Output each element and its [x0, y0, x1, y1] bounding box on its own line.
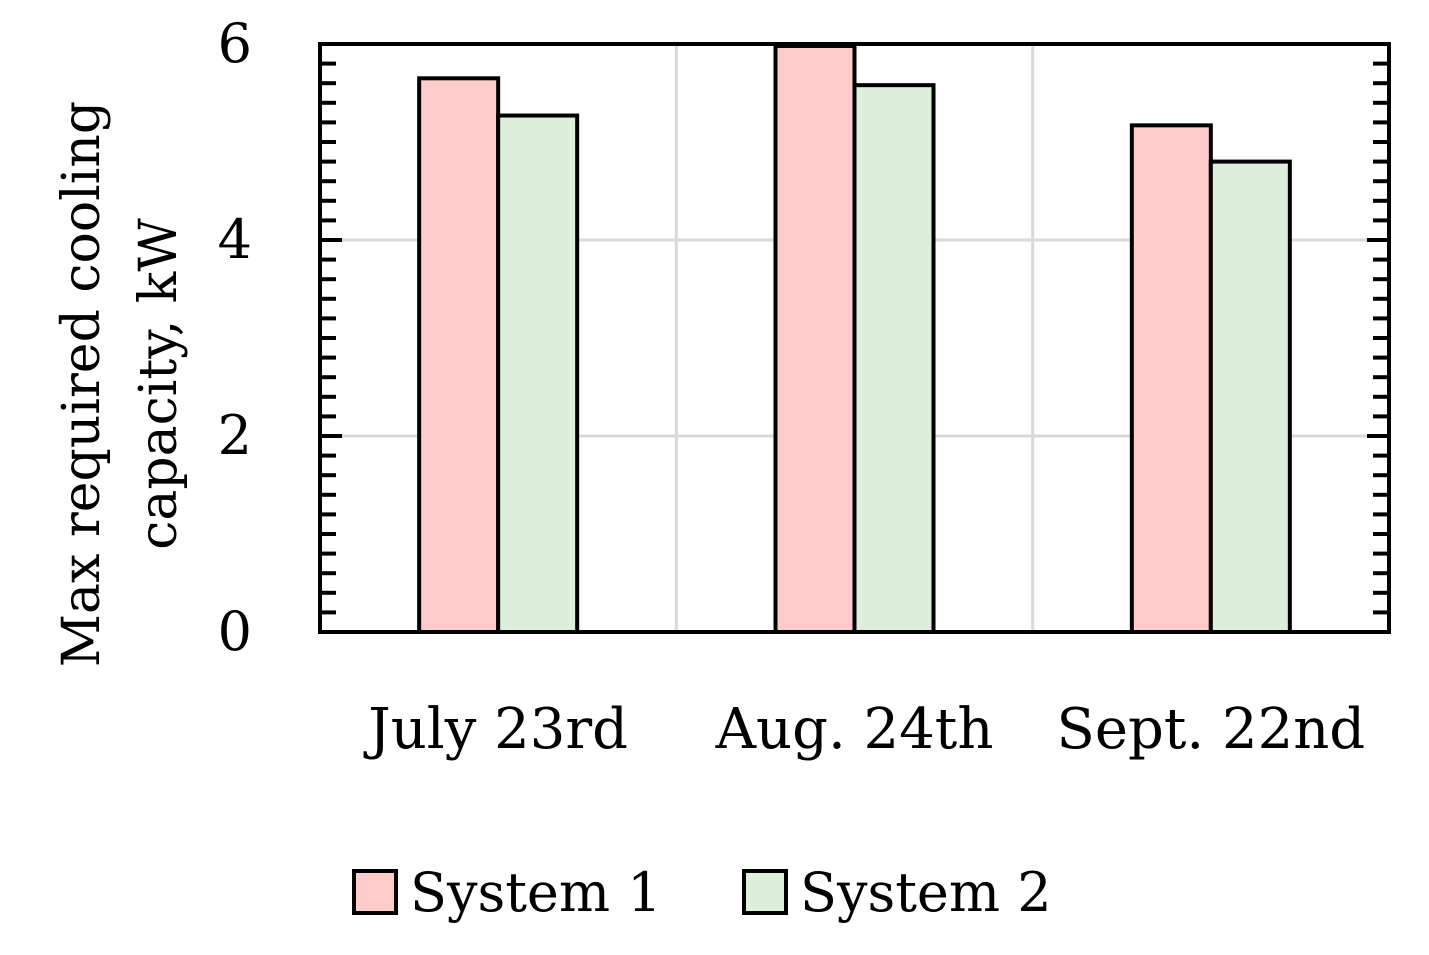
legend-label-system-2: System 2 [800, 861, 1052, 924]
tick-labels: 0 2 4 6 July 23rd Aug. 24th Sept. 22nd [218, 12, 1366, 762]
y-axis-title: Max required cooling capacity, kW [52, 101, 189, 667]
axes [318, 42, 1391, 634]
legend-swatch-system-2 [742, 869, 788, 915]
legend-swatch-system-1 [352, 869, 398, 915]
bar-system-1-2 [773, 43, 857, 634]
bar-system-2-2 [852, 83, 936, 635]
legend-label-system-1: System 1 [410, 861, 662, 924]
x-tick-label: Aug. 24th [715, 697, 994, 762]
y-tick-label: 2 [218, 404, 252, 467]
y-tick-label: 6 [218, 12, 252, 75]
bar-system-2-1 [496, 113, 580, 635]
x-tick-label: July 23rd [363, 697, 628, 762]
y-axis-title-line-2: capacity, kW [129, 218, 189, 550]
y-tick-label: 4 [218, 208, 252, 271]
legend: System 1 System 2 [352, 861, 1052, 924]
bar-system-1-3 [1129, 123, 1213, 634]
x-tick-label: Sept. 22nd [1057, 697, 1366, 762]
bar-system-2-3 [1208, 159, 1292, 634]
y-tick-label: 0 [218, 600, 252, 663]
y-axis-title-line-1: Max required cooling [52, 101, 112, 667]
bar-system-1-1 [417, 76, 501, 635]
bars [417, 43, 1292, 635]
